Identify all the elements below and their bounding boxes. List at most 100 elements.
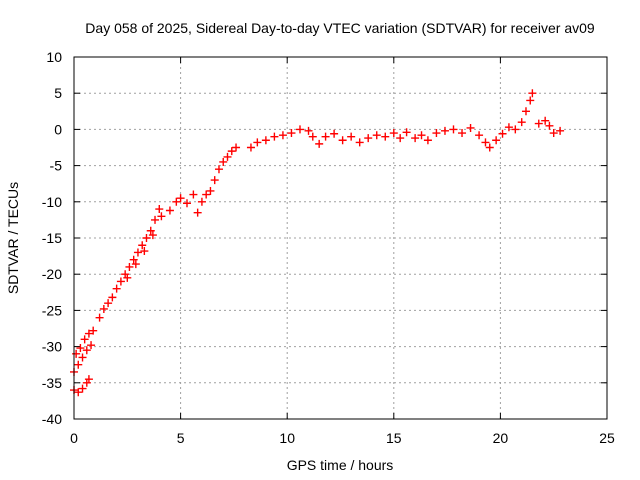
data-point — [411, 134, 420, 143]
data-point — [84, 329, 93, 338]
data-point — [485, 143, 494, 152]
data-point — [140, 247, 149, 256]
data-point — [219, 157, 228, 166]
data-point — [138, 241, 147, 250]
x-tick-labels: 0 5 10 15 20 25 — [70, 430, 615, 446]
data-point — [189, 190, 198, 199]
data-point — [155, 205, 164, 214]
data-point — [202, 190, 211, 199]
data-point — [261, 136, 270, 145]
data-point — [355, 138, 364, 147]
data-point — [521, 107, 530, 116]
data-point — [287, 129, 296, 138]
data-point — [402, 128, 411, 137]
data-point — [330, 129, 339, 138]
data-point — [432, 129, 441, 138]
data-point — [372, 131, 381, 140]
data-point — [148, 231, 157, 240]
data-point — [364, 134, 373, 143]
y-tick-label: -5 — [50, 158, 63, 174]
data-point — [227, 147, 236, 156]
y-tick-labels: 10 5 0 -5 -10 -15 -20 -25 -30 -35 -40 — [42, 49, 62, 427]
data-point — [182, 199, 191, 208]
y-tick-label: -25 — [42, 302, 62, 318]
data-point — [74, 360, 83, 369]
data-point — [87, 341, 96, 350]
data-point — [253, 138, 262, 147]
data-point — [108, 293, 117, 302]
data-point — [466, 123, 475, 132]
x-tick-label: 5 — [177, 430, 185, 446]
data-point — [389, 129, 398, 138]
data-point — [142, 234, 151, 242]
data-point — [165, 206, 174, 215]
data-point — [308, 132, 317, 141]
data-point — [347, 132, 356, 141]
data-point — [534, 119, 543, 128]
data-point — [210, 176, 219, 185]
data-point — [151, 215, 160, 224]
data-point — [172, 197, 181, 206]
data-point — [193, 208, 202, 217]
data-point — [270, 132, 279, 141]
y-tick-label: -10 — [42, 194, 62, 210]
data-point — [517, 118, 526, 127]
y-tick-label: 0 — [54, 121, 62, 137]
data-point — [321, 132, 330, 141]
data-point — [381, 132, 390, 141]
y-tick-label: -20 — [42, 266, 62, 282]
plot-frame — [73, 56, 608, 420]
data-point — [526, 96, 535, 105]
data-point — [112, 284, 121, 293]
data-point — [146, 226, 155, 235]
data-point — [78, 384, 87, 393]
data-point — [74, 388, 83, 397]
data-point — [511, 125, 520, 134]
data-point — [549, 129, 558, 138]
data-point — [82, 346, 91, 355]
y-axis-label: SDTVAR / TECUs — [5, 182, 21, 294]
data-point — [338, 136, 347, 145]
data-point — [449, 125, 458, 134]
data-point — [197, 197, 206, 206]
data-point — [116, 277, 125, 286]
y-tick-label: 5 — [54, 85, 62, 101]
data-point — [541, 116, 550, 125]
data-point — [95, 313, 104, 322]
data-point — [423, 136, 432, 145]
data-point — [223, 152, 232, 161]
x-tick-label: 15 — [386, 430, 402, 446]
data-point — [492, 136, 501, 145]
data-point — [304, 126, 313, 135]
data-point — [125, 262, 134, 271]
data-point — [133, 248, 142, 257]
y-tick-label: -15 — [42, 230, 62, 246]
data-point — [278, 131, 287, 140]
data-point — [123, 273, 132, 282]
y-tick-label: -40 — [42, 411, 62, 427]
data-point — [129, 255, 138, 264]
x-tick-label: 10 — [279, 430, 295, 446]
data-point — [417, 131, 426, 140]
data-point — [315, 139, 324, 148]
data-point — [458, 129, 467, 138]
data-point — [99, 304, 108, 313]
data-points — [70, 89, 565, 397]
data-point — [89, 326, 98, 335]
data-point — [246, 143, 255, 152]
data-point — [104, 299, 113, 308]
chart-title: Day 058 of 2025, Sidereal Day-to-day VTE… — [85, 20, 595, 36]
data-point — [80, 335, 89, 344]
data-point — [481, 138, 490, 147]
y-tick-label: -35 — [42, 375, 62, 391]
data-point — [475, 131, 484, 140]
data-point — [498, 129, 507, 138]
x-axis-label: GPS time / hours — [287, 457, 394, 473]
data-point — [295, 125, 304, 134]
data-point — [440, 126, 449, 135]
y-tick-label: -30 — [42, 339, 62, 355]
grid-lines — [74, 57, 607, 419]
data-point — [176, 194, 185, 203]
data-point — [528, 89, 537, 98]
